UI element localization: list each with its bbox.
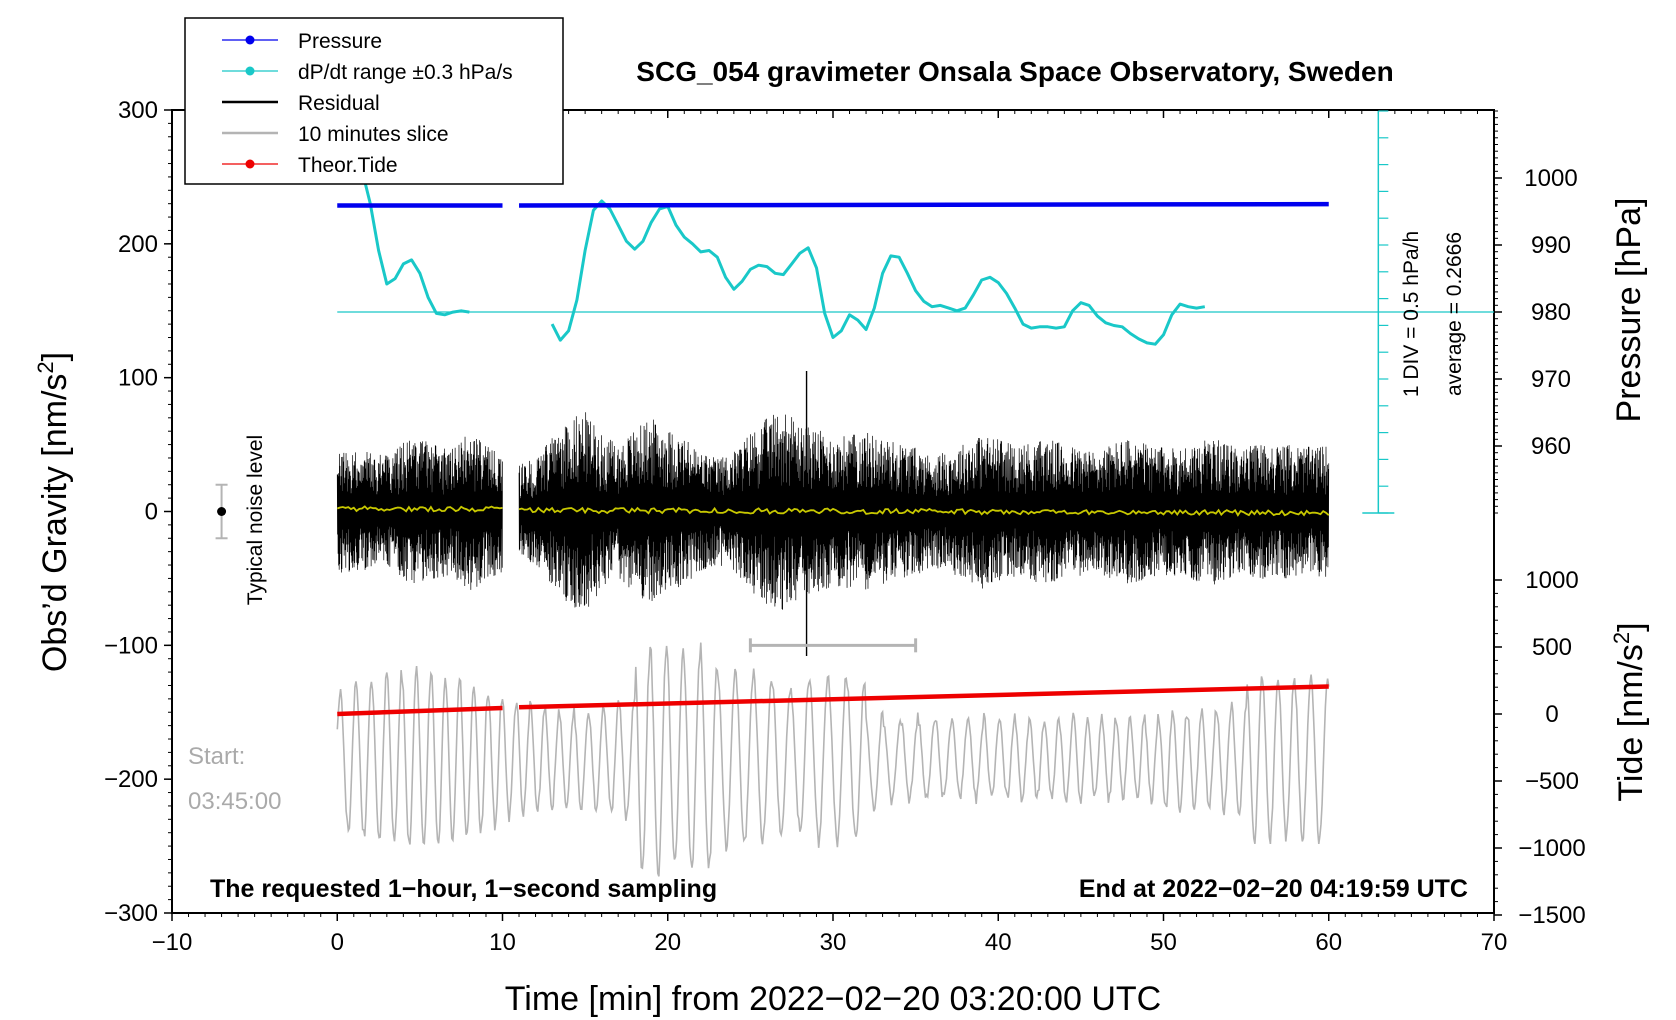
noise-level-label: Typical noise level xyxy=(244,435,267,605)
pressure-tick-label: 970 xyxy=(1531,366,1571,393)
start-time-label: 03:45:00 xyxy=(188,788,281,815)
legend-label: Residual xyxy=(298,92,380,115)
dpdt-series xyxy=(360,169,1206,346)
x-tick-label: 0 xyxy=(331,929,344,956)
legend-marker xyxy=(245,159,255,169)
legend-items: Pressure dP/dt range ±0.3 hPa/s Residual 10… xyxy=(222,30,513,177)
tide-axis-title-sup: 2 xyxy=(1609,632,1634,644)
pressure-tick-label: 960 xyxy=(1531,433,1571,460)
tide-axis-title-end: ] xyxy=(1612,622,1650,631)
slice-range-marker xyxy=(748,638,918,653)
y-left-tick-label: −100 xyxy=(104,632,158,659)
y-left-axis-title-main: Obs’d Gravity [nm/s xyxy=(36,374,74,673)
legend-label: 10 minutes slice xyxy=(298,123,449,146)
y-left-axis-ticks: 300 200 100 0 −100 −200 −300 xyxy=(104,97,172,927)
slice-line xyxy=(336,642,1330,877)
noise-dot xyxy=(217,507,227,516)
tide-tick-label: 1000 xyxy=(1525,567,1578,594)
end-time-note: End at 2022−02−20 04:19:59 UTC xyxy=(1079,875,1468,903)
legend: Pressure dP/dt range ±0.3 hPa/s Residual 10… xyxy=(184,17,564,185)
y-left-tick-label: 0 xyxy=(145,499,158,526)
dpdt-scale-bar xyxy=(1362,110,1395,514)
tide-tick-label: −1500 xyxy=(1518,902,1585,929)
x-tick-label: −10 xyxy=(152,929,193,956)
residual-segment-2 xyxy=(518,412,1330,610)
tide-segment-2 xyxy=(518,684,1329,710)
x-tick-label: 20 xyxy=(654,929,681,956)
y-left-axis-title-end: ] xyxy=(36,352,74,361)
pressure-axis-ticks: 1000 990 980 970 960 xyxy=(1494,110,1578,514)
tide-tick-label: −500 xyxy=(1525,768,1579,795)
mean-segment-2 xyxy=(518,506,1330,517)
x-tick-label: 70 xyxy=(1481,929,1508,956)
y-left-tick-label: −200 xyxy=(104,766,158,793)
pressure-tick-label: 990 xyxy=(1531,232,1571,259)
x-axis-title: Time [min] from 2022−02−20 03:20:00 UTC xyxy=(505,980,1161,1018)
chart-title: SCG_054 gravimeter Onsala Space Observat… xyxy=(636,56,1393,87)
y-left-tick-label: 300 xyxy=(118,97,158,124)
y-left-axis-title-sup: 2 xyxy=(33,361,58,373)
tide-segment-1 xyxy=(337,705,503,717)
tide-tick-label: −1000 xyxy=(1518,835,1585,862)
x-tick-label: 60 xyxy=(1315,929,1342,956)
tide-axis-title: Tide [nm/s2] xyxy=(1609,622,1650,801)
dpdt-segment-2 xyxy=(550,199,1206,346)
legend-label: Theor.Tide xyxy=(298,154,398,177)
legend-label: Pressure xyxy=(298,30,382,53)
x-tick-label: 10 xyxy=(489,929,516,956)
residual-mean-series xyxy=(336,505,1330,517)
pressure-segment-2 xyxy=(519,201,1329,208)
pressure-axis-title: Pressure [hPa] xyxy=(1610,198,1648,423)
y-left-tick-label: −300 xyxy=(104,900,158,927)
tide-tick-label: 500 xyxy=(1532,634,1572,661)
mean-segment-1 xyxy=(336,505,503,513)
legend-marker xyxy=(245,35,255,45)
x-tick-label: 50 xyxy=(1150,929,1177,956)
x-tick-label: 30 xyxy=(820,929,847,956)
noise-level-marker xyxy=(215,483,228,540)
y-left-tick-label: 200 xyxy=(118,231,158,258)
div-label: 1 DIV = 0.5 hPa/h xyxy=(1400,231,1423,397)
y-left-tick-label: 100 xyxy=(118,365,158,392)
start-label: Start: xyxy=(188,743,245,770)
average-label: average = 0.2666 xyxy=(1443,232,1466,396)
x-axis-ticks: −10 0 10 20 30 40 50 60 70 xyxy=(152,110,1508,956)
theoretical-tide-series xyxy=(337,684,1329,717)
dpdt-segment-1 xyxy=(360,169,470,317)
tide-tick-label: 0 xyxy=(1545,701,1558,728)
tide-axis-ticks: 1000 500 0 −500 −1000 −1500 xyxy=(1494,567,1586,929)
y-left-axis-title: Obs’d Gravity [nm/s2] xyxy=(33,352,74,672)
legend-marker xyxy=(245,66,255,76)
sampling-note: The requested 1−hour, 1−second sampling xyxy=(210,875,717,903)
pressure-tick-label: 980 xyxy=(1531,299,1571,326)
ten-minute-slice-series xyxy=(336,642,1330,877)
residual-series xyxy=(336,370,1330,657)
legend-label: dP/dt range ±0.3 hPa/s xyxy=(298,61,513,84)
residual-segment-1 xyxy=(336,436,503,590)
x-tick-label: 40 xyxy=(985,929,1012,956)
pressure-tick-label: 1000 xyxy=(1524,165,1577,192)
pressure-series xyxy=(337,201,1329,208)
tide-axis-title-main: Tide [nm/s xyxy=(1612,644,1650,801)
